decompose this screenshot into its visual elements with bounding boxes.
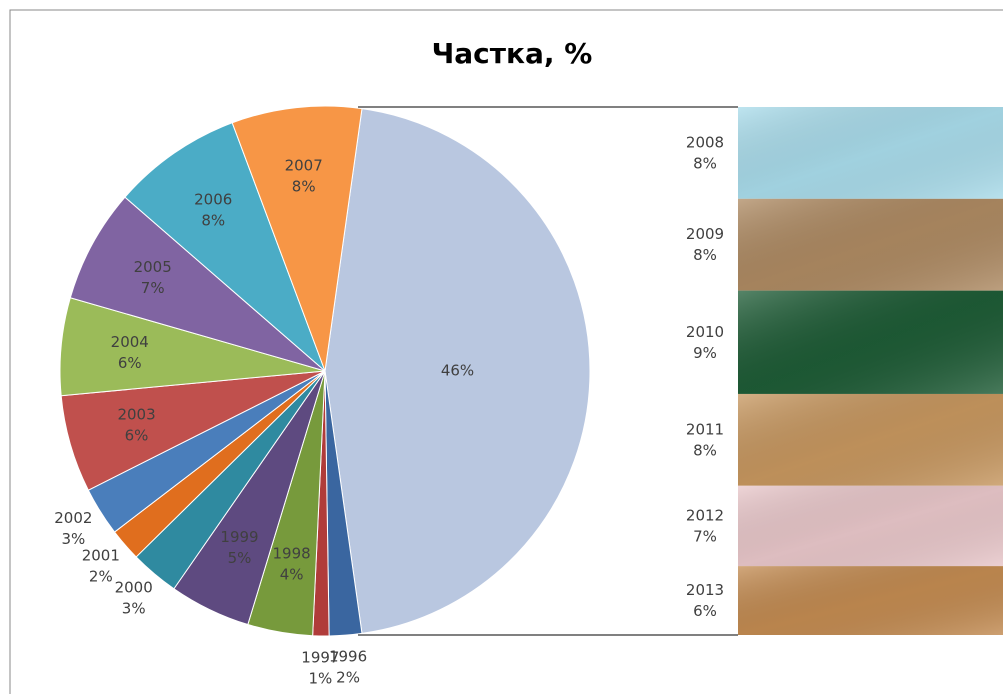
data-label: 4%	[280, 566, 304, 584]
data-label-category: 1997	[301, 648, 339, 666]
data-label: 2%	[89, 567, 113, 585]
data-label: 6%	[125, 427, 149, 445]
data-label-category: 1996	[329, 648, 367, 666]
data-label-category: 2007	[285, 157, 323, 175]
data-label: 7%	[693, 527, 717, 545]
data-label-category: 2006	[194, 190, 232, 208]
pie-slice	[69, 196, 326, 372]
data-label: 8%	[693, 154, 717, 172]
pie-slice	[124, 122, 326, 372]
data-label-category: 2008	[686, 133, 724, 151]
bar-texture	[738, 485, 1003, 567]
data-label: 3%	[122, 600, 146, 618]
data-label: 8%	[292, 178, 316, 196]
data-label-category: 2000	[115, 579, 153, 597]
data-label: 46%	[441, 362, 474, 380]
pie-slice	[324, 108, 591, 634]
data-label-category: 2004	[111, 333, 149, 351]
data-label: 5%	[228, 549, 252, 567]
bar-texture	[738, 107, 1003, 199]
data-label-category: 2001	[82, 546, 120, 564]
bar-texture	[738, 566, 1003, 635]
data-label: 2%	[336, 669, 360, 687]
chart-title: Частка, %	[432, 37, 593, 70]
bar-texture	[738, 393, 1003, 486]
data-label: 7%	[141, 279, 165, 297]
data-label: 3%	[61, 530, 85, 548]
bar-texture	[738, 290, 1003, 394]
data-label: 8%	[693, 441, 717, 459]
data-label-category: 2002	[54, 509, 92, 527]
data-label-category: 2010	[686, 323, 724, 341]
bar-texture	[738, 198, 1003, 291]
data-label-category: 2003	[117, 406, 155, 424]
data-label-category: 1998	[273, 545, 311, 563]
data-label: 6%	[118, 354, 142, 372]
data-label: 9%	[693, 344, 717, 362]
data-label: 6%	[693, 602, 717, 620]
pie-slice	[231, 105, 363, 372]
data-label-category: 2009	[686, 225, 724, 243]
data-label: 8%	[201, 211, 225, 229]
data-label-category: 2013	[686, 581, 724, 599]
data-label-category: 2011	[686, 420, 724, 438]
data-label-category: 2005	[134, 258, 172, 276]
data-label-category: 2012	[686, 506, 724, 524]
data-label: 1%	[308, 669, 332, 687]
data-label: 8%	[693, 246, 717, 264]
data-label-category: 1999	[220, 528, 258, 546]
